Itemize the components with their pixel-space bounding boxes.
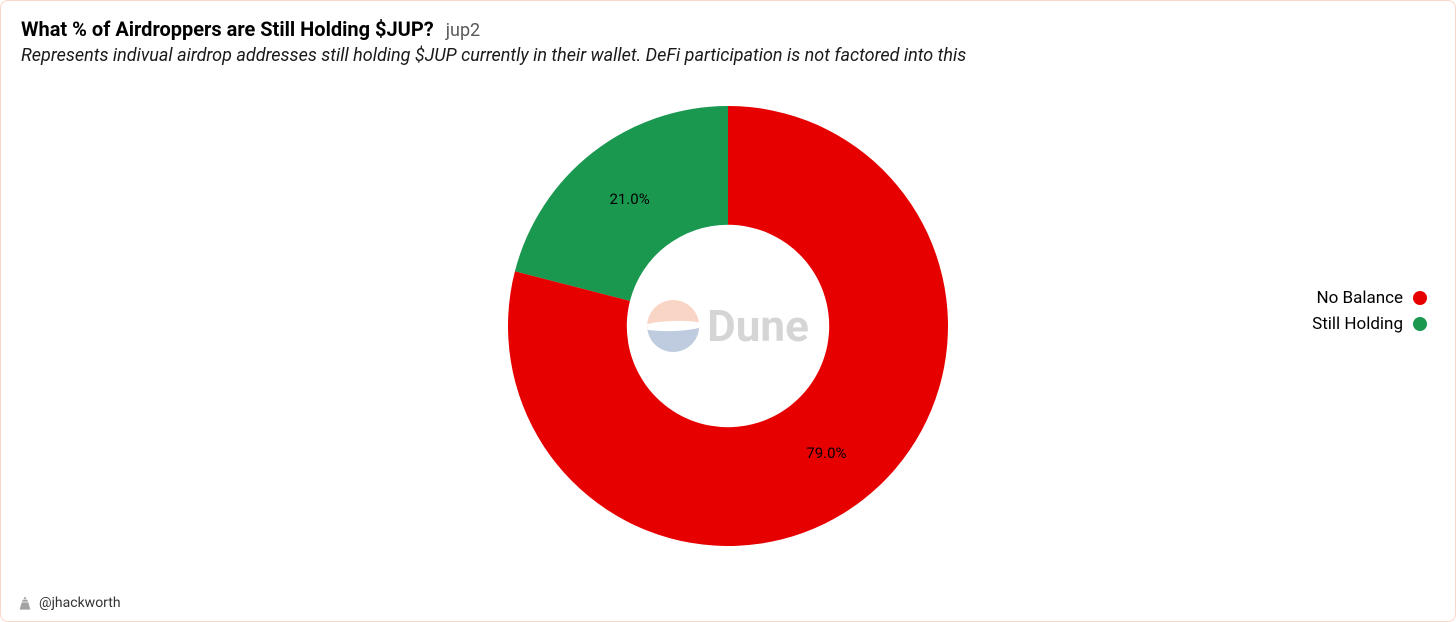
- slice-label: 21.0%: [609, 190, 649, 208]
- donut-chart: Dune 79.0%21.0%: [508, 106, 948, 546]
- donut-svg: [508, 106, 948, 546]
- legend: No Balance Still Holding: [1312, 288, 1427, 334]
- chart-tag: jup2: [446, 20, 480, 41]
- legend-item[interactable]: Still Holding: [1312, 314, 1427, 334]
- chart-header: What % of Airdroppers are Still Holding …: [1, 1, 1455, 70]
- slice-label: 79.0%: [806, 444, 846, 462]
- chart-title: What % of Airdroppers are Still Holding …: [21, 17, 434, 41]
- legend-dot-icon: [1413, 291, 1427, 305]
- legend-dot-icon: [1413, 317, 1427, 331]
- legend-label: Still Holding: [1312, 314, 1403, 334]
- legend-item[interactable]: No Balance: [1312, 288, 1427, 308]
- chart-description: Represents indivual airdrop addresses st…: [21, 45, 1435, 66]
- wizard-icon: [17, 595, 33, 611]
- author-handle: @jhackworth: [39, 595, 121, 611]
- chart-area: Dune 79.0%21.0%: [1, 71, 1455, 581]
- title-row: What % of Airdroppers are Still Holding …: [21, 17, 1435, 41]
- footer-author: @jhackworth: [17, 595, 121, 611]
- legend-label: No Balance: [1316, 288, 1403, 308]
